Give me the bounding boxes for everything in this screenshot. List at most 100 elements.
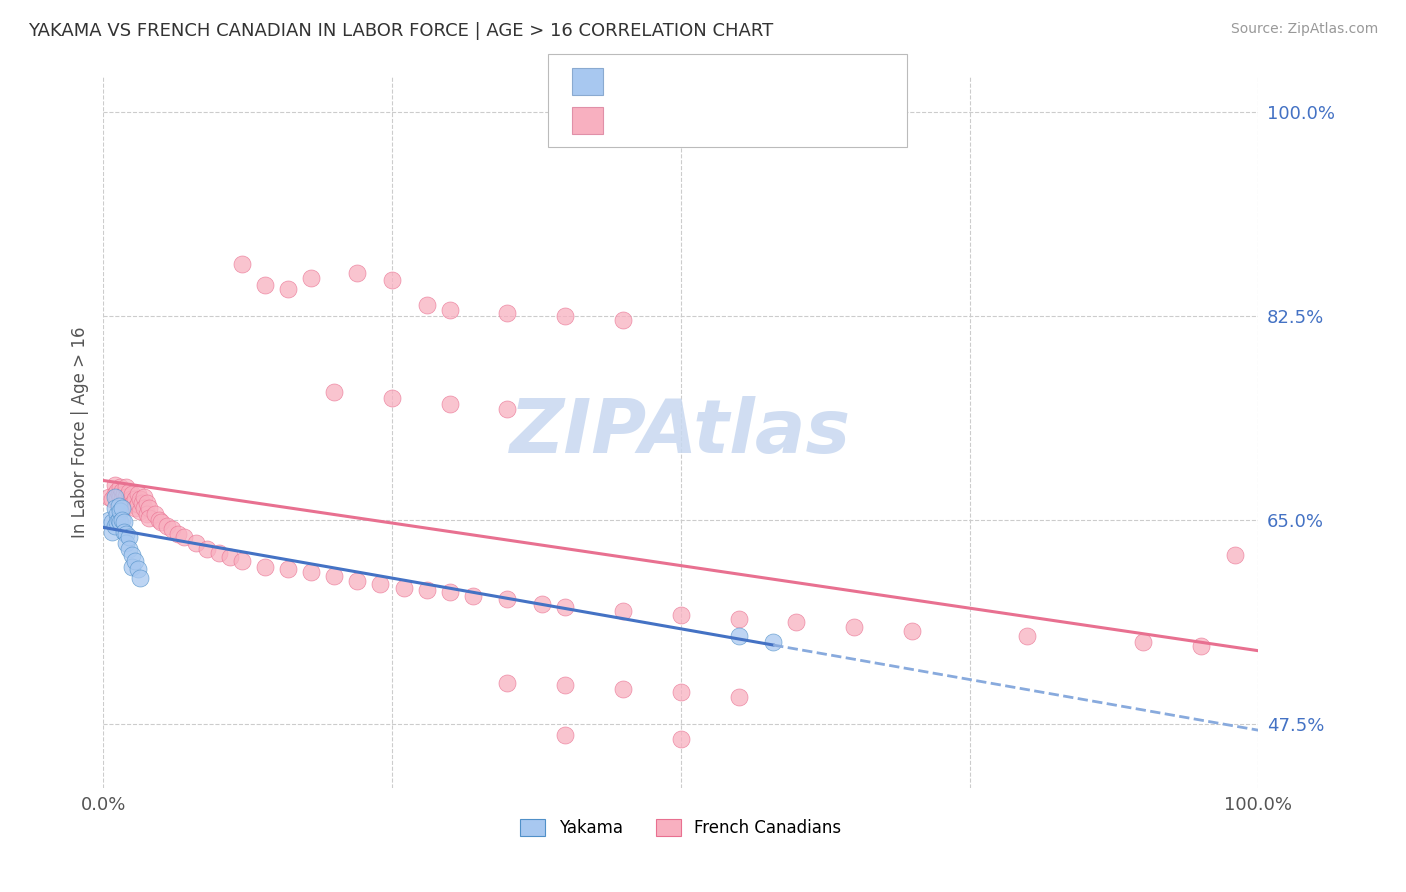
Text: N =: N = <box>733 71 780 89</box>
Point <box>110 491 132 506</box>
Point <box>612 312 634 326</box>
Point <box>138 510 160 524</box>
Point <box>104 478 127 492</box>
Text: Source: ZipAtlas.com: Source: ZipAtlas.com <box>1230 22 1378 37</box>
Point <box>110 513 132 527</box>
Point <box>231 257 253 271</box>
Text: YAKAMA VS FRENCH CANADIAN IN LABOR FORCE | AGE > 16 CORRELATION CHART: YAKAMA VS FRENCH CANADIAN IN LABOR FORCE… <box>28 22 773 40</box>
Point <box>253 277 276 292</box>
Point <box>127 497 149 511</box>
Text: -0.104: -0.104 <box>657 111 716 128</box>
Point <box>110 516 132 530</box>
Y-axis label: In Labor Force | Age > 16: In Labor Force | Age > 16 <box>72 326 89 539</box>
Point <box>439 303 461 318</box>
Point <box>112 487 135 501</box>
Point <box>415 297 437 311</box>
Text: 27: 27 <box>789 71 813 89</box>
Point <box>785 615 807 630</box>
Point <box>136 495 159 509</box>
Point <box>110 480 132 494</box>
Point <box>136 507 159 521</box>
Point <box>108 499 131 513</box>
Point <box>149 516 172 530</box>
Point <box>554 600 576 615</box>
Point <box>104 501 127 516</box>
Point <box>392 581 415 595</box>
Point <box>439 396 461 410</box>
Point <box>115 499 138 513</box>
Point <box>110 490 132 504</box>
Point <box>277 562 299 576</box>
Point <box>120 491 142 506</box>
Point <box>101 524 124 539</box>
Point <box>129 571 152 585</box>
Point <box>97 490 120 504</box>
Point <box>105 491 128 506</box>
Point <box>101 516 124 530</box>
Text: R =: R = <box>617 71 654 89</box>
Point <box>842 620 865 634</box>
Point <box>727 612 749 626</box>
Point <box>346 574 368 588</box>
Point <box>121 548 143 562</box>
Point <box>669 608 692 623</box>
Legend: Yakama, French Canadians: Yakama, French Canadians <box>513 812 848 844</box>
Point <box>195 542 218 557</box>
Point <box>1017 629 1039 643</box>
Point <box>162 522 184 536</box>
Point <box>127 487 149 501</box>
Point <box>121 487 143 501</box>
Point <box>669 685 692 699</box>
Point <box>156 518 179 533</box>
Point <box>346 266 368 280</box>
Point <box>496 676 519 690</box>
Point <box>554 728 576 742</box>
Point <box>143 507 166 521</box>
Point <box>121 497 143 511</box>
Point <box>108 513 131 527</box>
Point <box>727 629 749 643</box>
Point <box>762 635 785 649</box>
Point <box>554 309 576 323</box>
Point <box>129 491 152 506</box>
Point <box>415 582 437 597</box>
Text: -0.322: -0.322 <box>657 71 716 89</box>
Text: N =: N = <box>733 111 780 128</box>
Point <box>105 483 128 498</box>
Point <box>112 516 135 530</box>
Point <box>148 513 170 527</box>
Point <box>105 516 128 530</box>
Point <box>669 731 692 746</box>
Point <box>115 527 138 541</box>
Point <box>531 597 554 611</box>
Point <box>108 487 131 501</box>
Point <box>127 562 149 576</box>
Point <box>117 494 139 508</box>
Point <box>132 501 155 516</box>
Point <box>112 524 135 539</box>
Point <box>184 536 207 550</box>
Text: 91: 91 <box>789 111 811 128</box>
Point <box>323 384 346 399</box>
Point <box>105 507 128 521</box>
Point <box>110 483 132 498</box>
Point <box>104 518 127 533</box>
Point <box>496 306 519 320</box>
Point <box>97 513 120 527</box>
Point <box>208 545 231 559</box>
Point <box>231 554 253 568</box>
Point <box>115 536 138 550</box>
Point <box>612 681 634 696</box>
Text: ZIPAtlas: ZIPAtlas <box>510 396 852 469</box>
Text: R =: R = <box>617 111 654 128</box>
Point <box>124 491 146 506</box>
Point <box>110 503 132 517</box>
Point <box>121 559 143 574</box>
Point <box>1132 635 1154 649</box>
Point <box>117 485 139 500</box>
Point <box>439 585 461 599</box>
Point <box>496 592 519 607</box>
Point <box>117 531 139 545</box>
Point <box>370 577 392 591</box>
Point <box>110 501 132 516</box>
